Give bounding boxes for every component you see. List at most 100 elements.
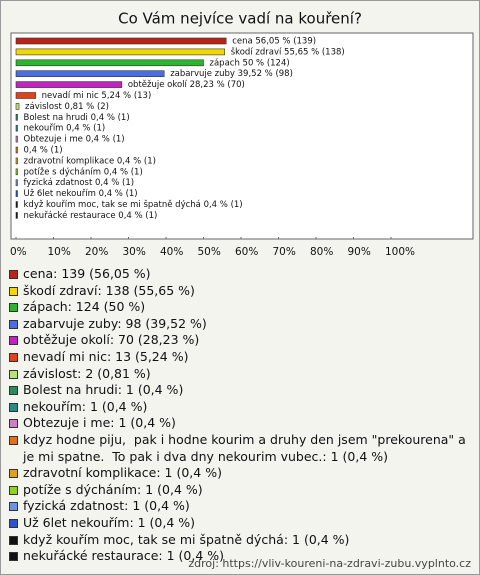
bar: [15, 59, 204, 67]
legend: cena: 139 (56,05 %) škodí zdraví: 138 (55…: [9, 266, 471, 565]
bar: [15, 201, 18, 208]
bar: [15, 103, 20, 110]
x-tick-label: 60%: [235, 246, 258, 258]
legend-item: zdravotní komplikace: 1 (0,4 %): [9, 465, 471, 482]
value-label: škodí zdraví 55,65 % (138): [231, 46, 345, 57]
legend-item: nevadí mi nic: 13 (5,24 %): [9, 349, 471, 366]
value-label: cena 56,05 % (139): [232, 37, 316, 47]
bar: [15, 37, 227, 45]
legend-label: nekuřácké restaurace: 1 (0,4 %): [23, 548, 225, 564]
value-label: nekouřím 0,4 % (1): [24, 124, 106, 134]
value-label: 0,4 % (1): [24, 146, 63, 156]
x-tick-label: 0%: [10, 246, 27, 258]
x-tick-label: 70%: [273, 246, 296, 258]
bar: [15, 70, 165, 77]
value-label: Už 6let nekouřím 0,4 % (1): [24, 189, 138, 199]
value-label: závislost 0,81 % (2): [25, 102, 109, 112]
legend-item: zabarvuje zuby: 98 (39,52 %): [9, 316, 471, 333]
legend-swatch: [9, 485, 18, 495]
legend-label: zabarvuje zuby: 98 (39,52 %): [23, 315, 207, 331]
x-tick-label: 50%: [198, 246, 221, 258]
x-tick-label: 90%: [348, 246, 371, 258]
bar: [15, 157, 18, 165]
legend-item: když kouřím moc, tak se mi špatně dýchá:…: [9, 532, 471, 549]
value-label: nekuřácké restaurace 0,4 % (1): [24, 210, 158, 221]
legend-label: Bolest na hrudi: 1 (0,4 %): [23, 382, 184, 398]
value-label: nevadí mi nic 5,24 % (13): [42, 91, 152, 101]
bar: [15, 81, 123, 88]
value-label: zápach 50 % (124): [210, 58, 290, 68]
legend-swatch: [9, 352, 18, 362]
plot-frame: [10, 32, 474, 240]
legend-swatch: [9, 303, 18, 313]
legend-label: Obtezuje i me: 1 (0,4 %): [23, 415, 176, 431]
legend-label: nevadí mi nic: 13 (5,24 %): [23, 348, 189, 364]
legend-label: zdravotní komplikace: 1 (0,4 %): [23, 465, 222, 481]
source: zdroj: https://vliv-koureni-na-zdravi-zu…: [188, 557, 471, 570]
legend-item: nekouřím: 1 (0,4 %): [9, 399, 471, 416]
value-label: potíže s dýcháním 0,4 % (1): [24, 167, 143, 177]
value-label: fyzická zdatnost 0,4 % (1): [24, 178, 135, 188]
bar: [15, 168, 18, 176]
bar: [15, 146, 18, 154]
legend-label: zápach: 124 (50 %): [23, 299, 146, 315]
legend-swatch: [9, 469, 18, 479]
legend-swatch: [9, 402, 18, 412]
legend-label: Už 6let nekouřím: 1 (0,4 %): [23, 514, 196, 530]
chart: Co Vám nejvíce vadí na kouření? 0% 10% 20%…: [10, 10, 474, 258]
bar: [15, 124, 18, 132]
legend-swatch: [9, 419, 18, 429]
legend-swatch: [9, 502, 18, 512]
bar: [15, 135, 18, 143]
legend-item: kdyz hodne piju, pak i hodne kourim a dr…: [9, 432, 471, 465]
legend-swatch: [9, 535, 18, 545]
legend-item: Obtezuje i me: 1 (0,4 %): [9, 415, 471, 432]
legend-item: závislost: 2 (0,81 %): [9, 366, 471, 383]
x-tick-label: 30%: [123, 246, 146, 258]
chart-title: Co Vám nejvíce vadí na kouření?: [118, 10, 362, 28]
legend-swatch: [9, 435, 18, 445]
value-label: Bolest na hrudi 0,4 % (1): [24, 113, 130, 123]
bar: [15, 48, 225, 56]
x-tick-label: 20%: [85, 246, 108, 258]
x-tick-label: 40%: [160, 246, 183, 258]
legend-label: cena: 139 (56,05 %): [23, 266, 151, 281]
legend-label: když kouřím moc, tak se mi špatně dýchá:…: [23, 531, 350, 547]
legend-swatch: [9, 386, 18, 396]
x-tick-label: 100%: [385, 246, 415, 258]
legend-item: škodí zdraví: 138 (55,65 %): [9, 283, 471, 300]
bar: [15, 114, 18, 121]
bar: [15, 212, 18, 219]
bar: [15, 92, 36, 99]
legend-item: Už 6let nekouřím: 1 (0,4 %): [9, 515, 471, 532]
legend-item: fyzická zdatnost: 1 (0,4 %): [9, 498, 471, 515]
legend-item: cena: 139 (56,05 %): [9, 266, 471, 283]
value-label: Obtezuje i me 0,4 % (1): [24, 135, 125, 145]
legend-swatch: [9, 286, 18, 296]
legend-swatch: [9, 336, 18, 346]
legend-swatch: [9, 319, 18, 329]
bar: [15, 190, 18, 197]
legend-label: obtěžuje okolí: 70 (28,23 %): [23, 332, 200, 348]
value-label: když kouřím moc, tak se mi špatně dýchá …: [24, 199, 243, 210]
value-label: zabarvuje zuby 39,52 % (98): [170, 69, 293, 79]
legend-item: zápach: 124 (50 %): [9, 299, 471, 316]
value-label: obtěžuje okolí 28,23 % (70): [128, 80, 245, 90]
legend-item: Bolest na hrudi: 1 (0,4 %): [9, 382, 471, 399]
legend-swatch: [9, 270, 18, 279]
legend-label: škodí zdraví: 138 (55,65 %): [23, 282, 195, 298]
legend-label: závislost: 2 (0,81 %): [23, 365, 151, 381]
legend-label: potíže s dýcháním: 1 (0,4 %): [23, 481, 203, 497]
bar: [15, 179, 18, 186]
legend-label: kdyz hodne piju, pak i hodne kourim a dr…: [23, 431, 470, 464]
legend-item: potíže s dýcháním: 1 (0,4 %): [9, 482, 471, 499]
legend-label: fyzická zdatnost: 1 (0,4 %): [23, 498, 190, 514]
legend-item: obtěžuje okolí: 70 (28,23 %): [9, 332, 471, 349]
legend-label: nekouřím: 1 (0,4 %): [23, 398, 148, 414]
value-label: zdravotní komplikace 0,4 % (1): [24, 156, 156, 166]
legend-item: nekuřácké restaurace: 1 (0,4 %): [9, 548, 471, 565]
legend-swatch: [9, 369, 18, 379]
x-tick-label: 80%: [310, 246, 333, 258]
legend-swatch: [9, 552, 18, 562]
